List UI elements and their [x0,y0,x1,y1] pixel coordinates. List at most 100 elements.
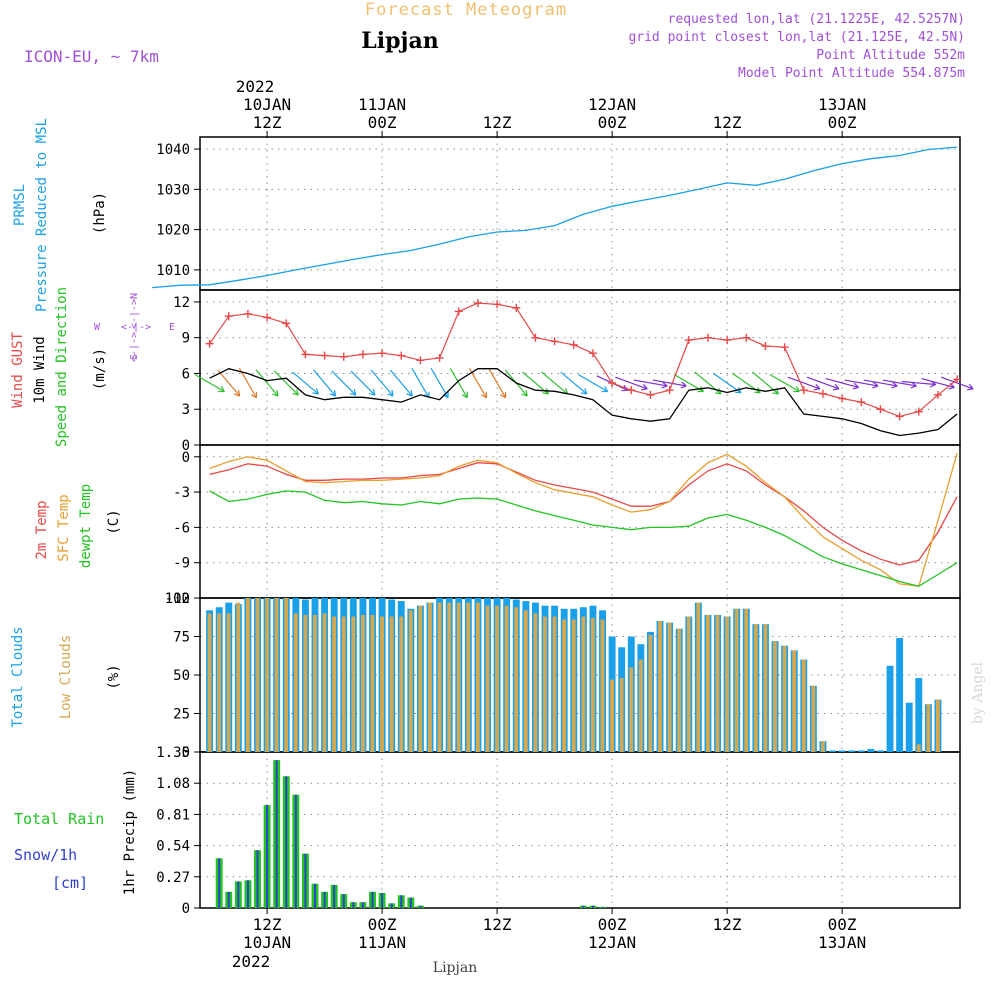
temp-unit: (C) [106,509,122,534]
low-cloud-bar [514,607,519,752]
low-cloud-bar [638,659,643,752]
y-tick-label: -9 [173,556,190,572]
snow-bar [601,906,604,908]
compass-vertical-bottom: <-|-> [129,332,140,362]
wind-arrow-head [795,386,800,392]
gust-marker [838,394,847,403]
snow-bar [246,880,249,908]
requested-coords: requested lon,lat (21.1225E, 42.5257N) [668,12,965,27]
total-cloud-bar [915,678,923,752]
top-year-label: 2022 [236,77,275,96]
low-cloud-bar [226,613,231,752]
low-cloud-bar [725,616,729,752]
temp-dewpt-label: dewpt Temp [78,484,94,568]
wind-arrow-head [815,383,821,390]
low-cloud-bar [284,598,289,752]
y-tick-label: 1.35 [156,745,190,761]
low-cloud-bar [456,602,461,752]
y-tick-label: -3 [173,485,190,501]
low-cloud-bar [581,616,586,752]
wind-arrow [652,379,687,387]
temp-sfc-line [209,453,958,587]
wind-arrow-head [772,392,779,395]
total-rain-label: Total Rain [14,810,104,828]
low-cloud-bar [629,667,634,752]
gust-marker [493,300,502,309]
low-cloud-bar [705,614,710,752]
low-cloud-bar [686,616,691,752]
bottom-day-label: 13JAN [818,933,866,952]
low-cloud-bar [821,741,825,752]
wind-arrow-head [387,393,394,397]
gust-marker [684,336,693,345]
total-cloud-bar [838,750,846,752]
y-tick-label: 12 [173,295,190,311]
snow-label: Snow/1h [14,846,77,864]
low-cloud-bar [782,645,787,752]
y-tick-label: 1030 [156,182,190,198]
snow-bar [304,853,307,908]
wind-speed-dir-label: Speed and Direction [54,287,70,447]
compass-horizontal: <-|-> [121,322,151,333]
gust-marker [665,386,674,395]
low-cloud-bar [466,602,471,752]
low-cloud-bar [370,614,375,752]
top-hour-label: 12Z [483,113,512,132]
wind-arrow-head [813,388,820,391]
snow-bar [237,881,240,908]
y-tick-label: 1040 [156,142,190,158]
wind-arrow [541,371,569,395]
snow-bar [314,883,317,908]
clouds-unit: (%) [106,664,122,689]
wind-arrow [292,371,319,395]
gust-marker [473,299,482,308]
low-cloud-bar [562,619,567,752]
wind-arrow [370,369,394,397]
wind-arrow-head [681,381,687,387]
low-cloud-bar [313,614,317,752]
wind-arrow [238,367,257,399]
wind-gust-markers [205,299,962,421]
gust-marker [914,407,923,416]
low-cloud-bar [610,679,614,752]
y-tick-label: 0 [182,450,190,466]
y-tick-label: 0.54 [156,839,190,855]
bottom-day-label: 10JAN [243,933,291,952]
wind-arrow-head [967,388,974,391]
low-cloud-bar [265,598,269,752]
wind-arrow [577,373,608,393]
wind-arrow-head [604,386,609,392]
low-cloud-bar [389,616,394,752]
bottom-hour-label: 12Z [483,915,512,934]
bottom-hour-label: 12Z [713,915,742,934]
low-cloud-bar [236,602,241,752]
gust-marker [953,375,962,384]
wind-arrow [313,369,336,397]
total-cloud-bar [896,638,904,752]
snow-bar [266,805,269,908]
snow-bar [419,905,422,908]
total-cloud-bar [829,750,836,752]
gust-marker [358,350,367,359]
gust-marker [780,343,789,352]
wind-arrow-head [296,389,299,396]
wind-arrow-head [372,389,376,396]
gust-marker [818,389,827,398]
wind-arrow [901,380,936,386]
low-cloud-bar [418,605,423,752]
wind-arrow-head [406,393,413,397]
location-title: Lipjan [361,28,438,54]
wind-arrow [389,369,413,397]
wind-arrow [615,376,648,390]
snow-bar [371,891,374,908]
low-cloud-bar [658,621,662,752]
gust-marker [646,390,655,399]
wind-arrow [217,369,241,397]
top-title: Forecast Meteogram [365,0,567,20]
gust-marker [876,405,885,414]
wind-arrow-head [353,389,357,396]
footer-location: Lipjan [433,960,477,976]
wind-arrow-head [329,393,336,397]
